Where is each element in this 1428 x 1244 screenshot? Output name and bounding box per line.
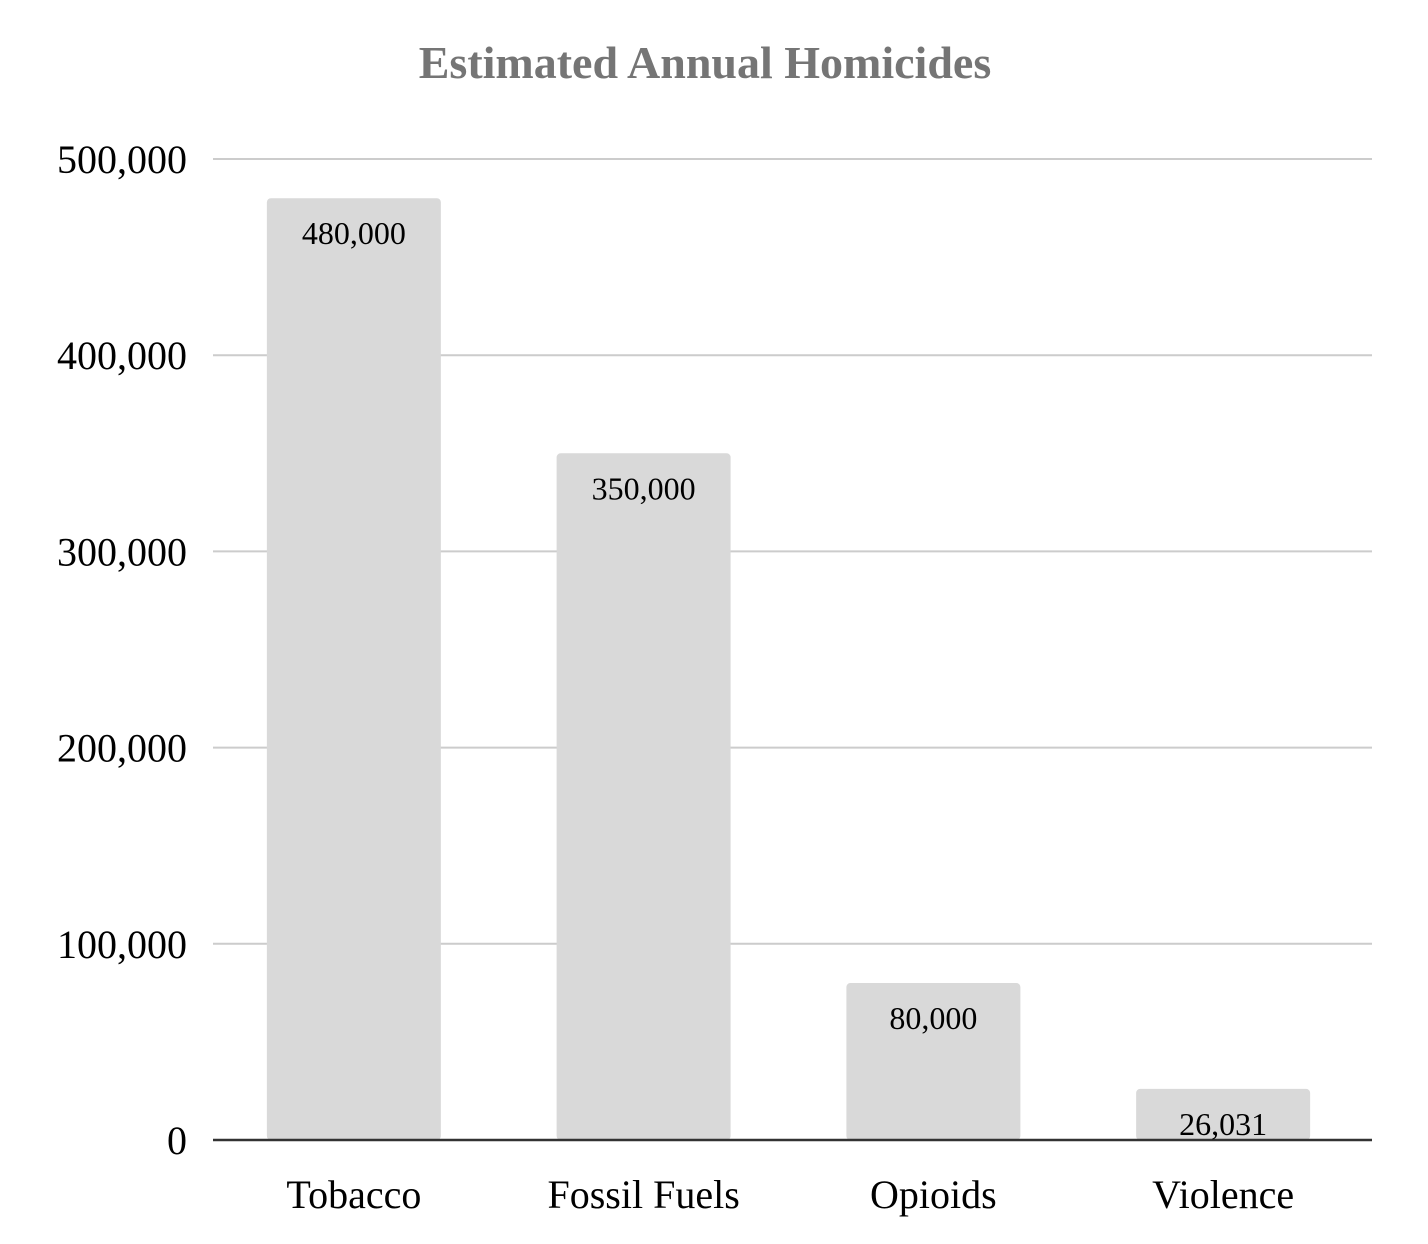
- bars: [266, 198, 1311, 1141]
- bar-tobacco: [266, 198, 441, 1141]
- bar-opioids: [846, 983, 1021, 1140]
- chart-title: Estimated Annual Homicides: [419, 37, 992, 88]
- y-axis-tick-labels: 0 100,000 200,000 300,000 400,000 500,000: [57, 137, 187, 1163]
- data-labels: 480,000 350,000 80,000 26,031: [302, 215, 1267, 1142]
- y-tick-label-1: 100,000: [57, 922, 187, 967]
- bar-violence: [1136, 1088, 1311, 1140]
- x-tick-label-violence: Violence: [1152, 1172, 1294, 1217]
- x-tick-label-tobacco: Tobacco: [286, 1172, 421, 1217]
- data-label-violence: 26,031: [1179, 1106, 1267, 1142]
- data-label-opioids: 80,000: [889, 1000, 977, 1036]
- y-tick-label-3: 300,000: [57, 529, 187, 574]
- x-tick-label-opioids: Opioids: [870, 1172, 997, 1217]
- y-tick-label-5: 500,000: [57, 137, 187, 182]
- y-tick-label-0: 0: [167, 1118, 187, 1163]
- x-axis-tick-labels: Tobacco Fossil Fuels Opioids Violence: [286, 1172, 1294, 1217]
- data-label-tobacco: 480,000: [302, 215, 406, 251]
- data-label-fossil-fuels: 350,000: [592, 470, 696, 506]
- y-tick-label-4: 400,000: [57, 333, 187, 378]
- y-tick-label-2: 200,000: [57, 726, 187, 771]
- x-tick-label-fossil-fuels: Fossil Fuels: [547, 1172, 739, 1217]
- bar-fossil-fuels: [556, 453, 731, 1140]
